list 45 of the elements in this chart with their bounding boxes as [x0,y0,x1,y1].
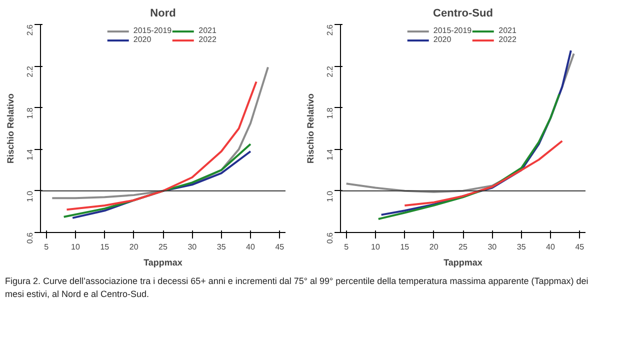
y-tick-label: 1.0 [26,190,34,202]
y-tick-label: 1.4 [326,148,334,160]
x-tick-label: 30 [188,242,198,252]
y-tick-label: 1.8 [26,107,34,119]
y-axis-title: Rischio Relativo [6,92,16,164]
legend-label: 2022 [198,35,218,44]
y-tick-label: 0.6 [26,232,34,244]
chart-title: Nord [150,8,176,20]
x-tick-label: 45 [275,242,285,252]
legend-label: 2015-2019 [133,26,172,35]
x-tick-label: 10 [371,242,380,252]
y-tick-label: 0.6 [326,232,334,244]
text: Figura 2. Curve dell’associazione tra i decessi 65+ anni e incrementi dal 75° al 99° percentile della temperatura massima apparente (Tappmax) dei mesi estivi, al Nord e al Centro-Sud. [5,275,590,301]
y-tick-label: 1.8 [326,107,334,119]
legend-label: 2020 [133,35,152,44]
legend-label: 2021 [198,26,218,35]
y-tick-label: 1.0 [326,190,334,202]
x-tick-label: 45 [575,242,585,252]
x-tick-label: 20 [129,242,139,252]
x-tick-label: 15 [100,242,110,252]
x-tick-label: 15 [400,242,410,252]
y-axis-title: Rischio Relativo [306,92,316,164]
x-tick-label: 25 [458,242,468,252]
legend-label: 2015-2019 [433,26,472,35]
x-tick-label: 40 [546,242,556,252]
y-tick-label: 2.6 [26,24,34,36]
y-tick-label: 2.6 [326,24,334,36]
legend-label: 2022 [498,35,518,44]
y-tick-label: 2.2 [26,66,34,78]
x-tick-label: 40 [246,242,256,252]
x-tick-label: 5 [344,242,350,252]
x-tick-label: 20 [429,242,439,252]
x-tick-label: 30 [488,242,498,252]
y-tick-label: 2.2 [326,66,334,78]
y-tick-label: 1.4 [26,148,34,160]
x-tick-label: 25 [158,242,168,252]
x-axis-title: Tappmax [444,258,482,268]
legend-label: 2020 [433,35,452,44]
legend-label: 2021 [498,26,518,35]
x-tick-label: 10 [71,242,80,252]
x-axis-title: Tappmax [144,258,182,268]
x-tick-label: 35 [216,242,226,252]
x-tick-label: 5 [44,242,50,252]
x-tick-label: 35 [516,242,526,252]
chart-title: Centro-Sud [433,8,493,20]
